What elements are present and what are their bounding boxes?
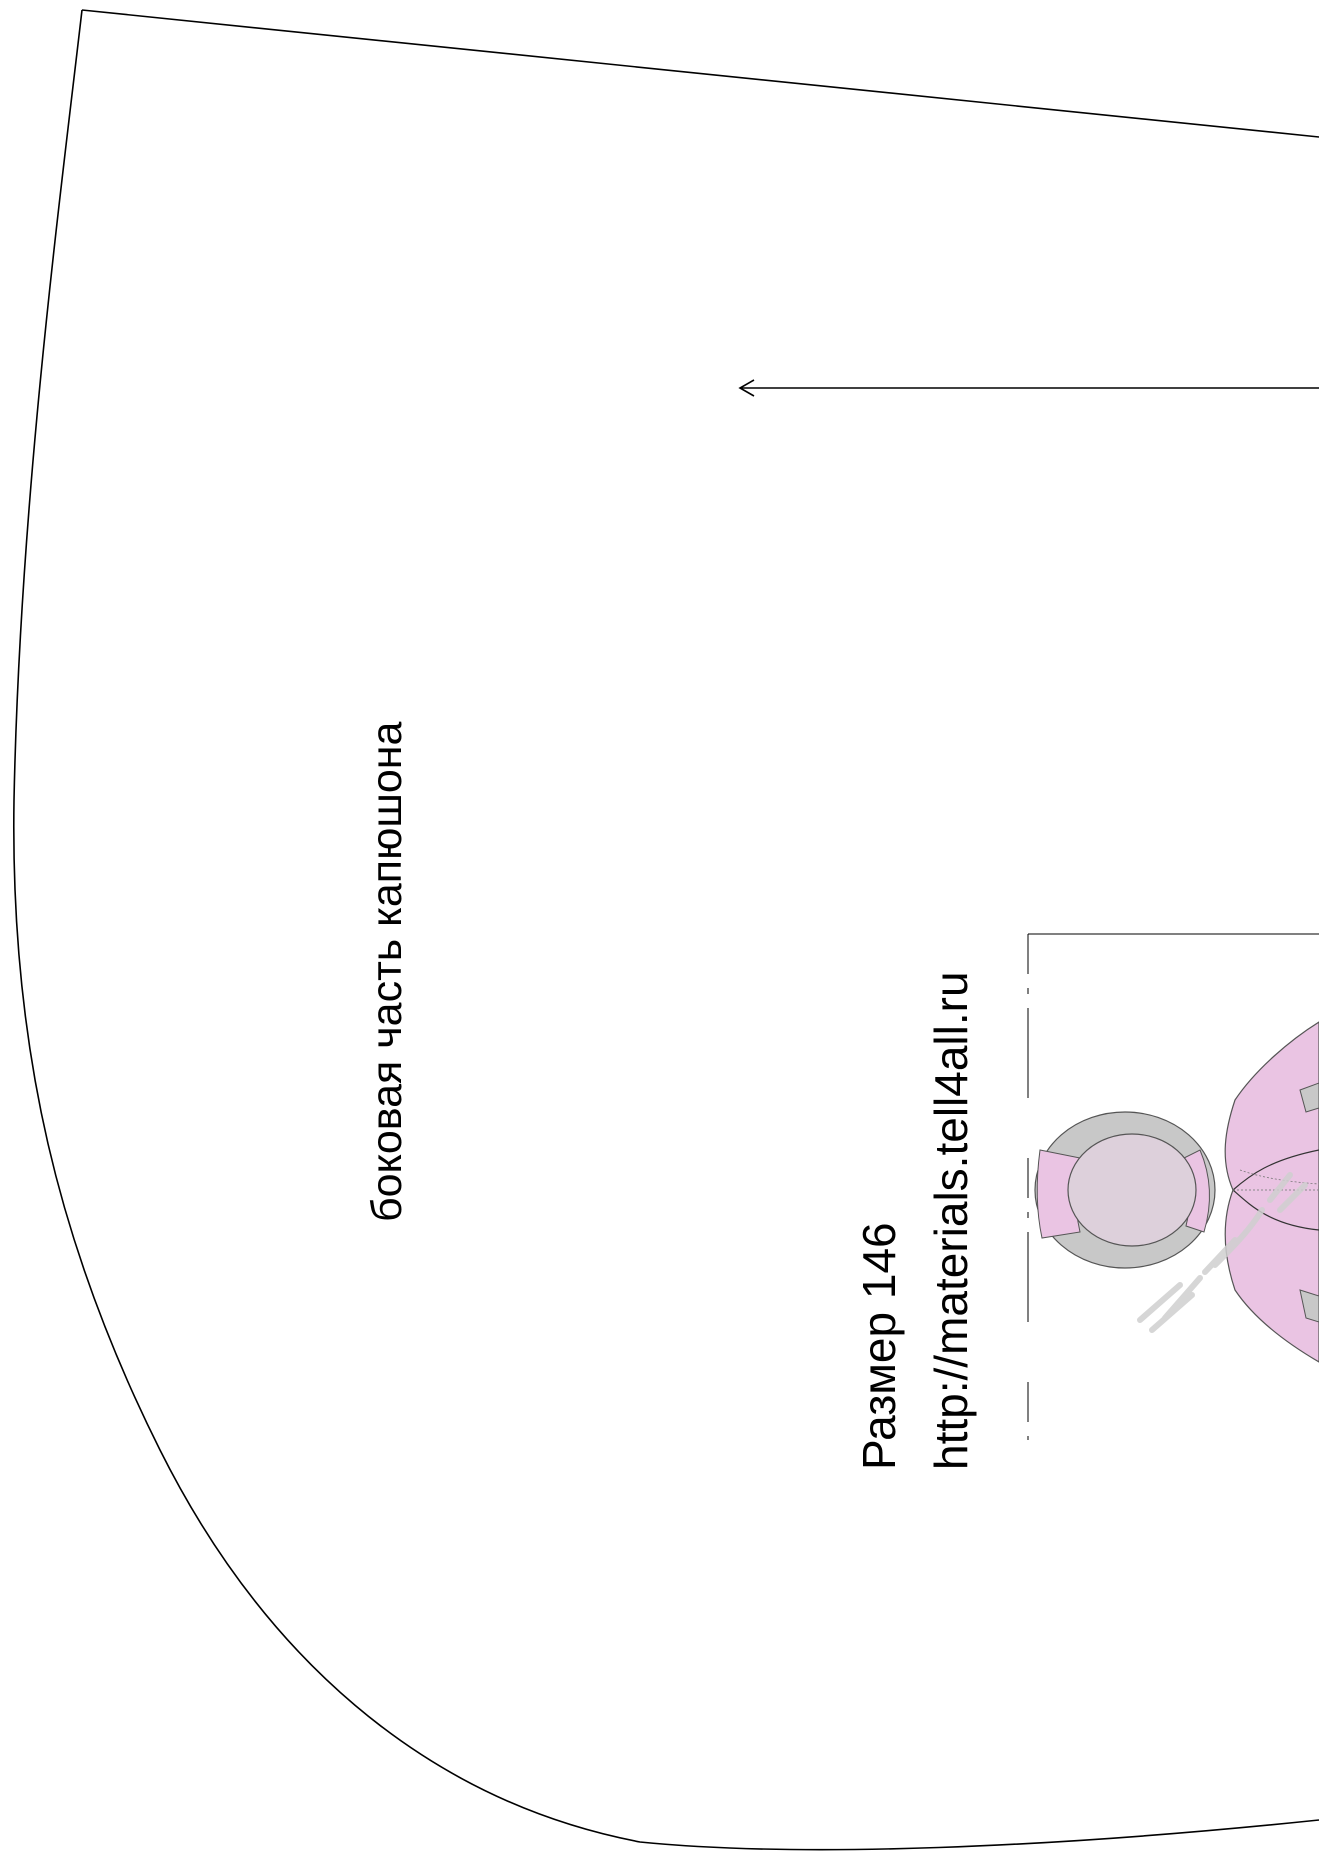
piece-name-label: боковая часть капюшона [363,721,411,1222]
hood-piece-outline [12,9,1319,1851]
grain-line-arrow [738,379,1319,397]
garment-thumbnail [1034,1021,1319,1363]
thumbnail-frame [1027,933,1319,1440]
watermark-mark [1137,1172,1308,1333]
size-label: Размер 146 [853,1222,905,1470]
source-url-label: http://materials.tell4all.ru [925,971,977,1470]
